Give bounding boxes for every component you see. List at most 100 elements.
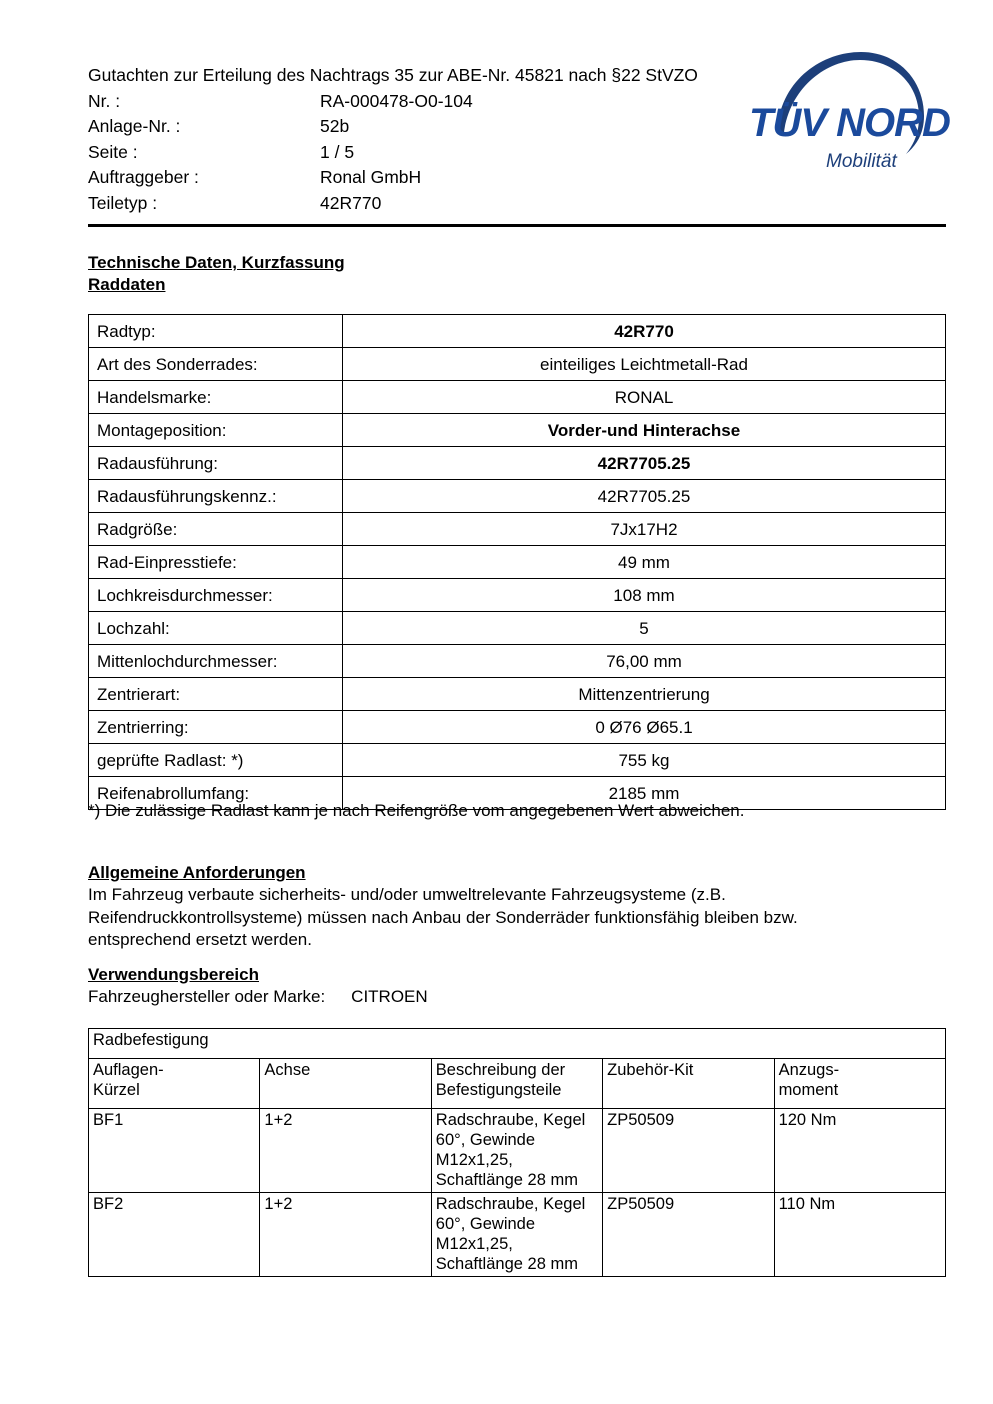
header-divider xyxy=(88,224,946,227)
col-header-beschreibung: Beschreibung der Befestigungsteile xyxy=(430,1058,604,1109)
logo-wordmark: TÜV NORD xyxy=(749,100,950,145)
table-row: Reifenabrollumfang: 2185 mm xyxy=(88,776,946,810)
row-value: 7Jx17H2 xyxy=(342,512,946,546)
row-key: Radausführung: xyxy=(88,446,343,480)
allgemeine-anforderungen-body: Im Fahrzeug verbaute sicherheits- und/od… xyxy=(88,884,950,952)
tuv-nord-logo: TÜV NORD Mobilität xyxy=(744,44,954,179)
cell-beschreibung-line2: Schaftlänge 28 mm xyxy=(435,1255,578,1273)
tuv-nord-logo-icon: TÜV NORD Mobilität xyxy=(749,52,951,172)
header-label-nr: Nr. : xyxy=(88,90,121,111)
table-row: Lochkreisdurchmesser: 108 mm xyxy=(88,578,946,612)
row-key: Handelsmarke: xyxy=(88,380,343,414)
row-key: Radtyp: xyxy=(88,314,343,348)
allgemeine-line-2: Reifendruckkontrollsysteme) müssen nach … xyxy=(88,907,798,927)
col-header-zubehoer-kit: Zubehör-Kit xyxy=(602,1058,775,1109)
row-value: 42R770 xyxy=(342,314,946,348)
row-key: Zentrierart: xyxy=(88,677,343,711)
manufacturer-value: CITROEN xyxy=(351,987,428,1006)
table-row: Handelsmarke: RONAL xyxy=(88,380,946,414)
row-key: Rad-Einpresstiefe: xyxy=(88,545,343,579)
col-header-auflagen-kuerzel-line1: Auflagen- xyxy=(93,1061,164,1079)
fastening-group-title: Radbefestigung xyxy=(88,1028,946,1059)
header-label-auftraggeber: Auftraggeber : xyxy=(88,167,199,187)
logo-arc-icon xyxy=(777,52,924,154)
table-row: Radgröße: 7Jx17H2 xyxy=(88,512,946,546)
header-value-nr: RA-000478-O0-104 xyxy=(320,90,473,111)
col-header-anzugsmoment: Anzugs- moment xyxy=(773,1058,947,1109)
heading-allgemeine-anforderungen: Allgemeine Anforderungen xyxy=(88,863,306,882)
cell-anzugsmoment: 120 Nm xyxy=(773,1108,947,1193)
wheel-fastening-table: Radbefestigung Auflagen- Kürzel Achse Be… xyxy=(87,1028,947,1277)
table-row: Rad-Einpresstiefe: 49 mm xyxy=(88,545,946,579)
row-key: Lochzahl: xyxy=(88,611,343,645)
cell-achse: 1+2 xyxy=(259,1108,432,1193)
header-value-seite: 1 / 5 xyxy=(320,141,355,162)
header-label-seite: Seite : xyxy=(88,141,138,162)
table-row: Radausführungskennz.: 42R7705.25 xyxy=(88,479,946,513)
header-title: Gutachten zur Erteilung des Nachtrags 35… xyxy=(88,65,698,85)
table-row: BF1 1+2 Radschraube, Kegel 60°, Gewinde … xyxy=(87,1108,947,1193)
row-value: einteiliges Leichtmetall-Rad xyxy=(342,347,946,381)
allgemeine-line-1: Im Fahrzeug verbaute sicherheits- und/od… xyxy=(88,885,726,904)
heading-verwendungsbereich: Verwendungsbereich xyxy=(88,965,259,984)
table-row: Zentrierart: Mittenzentrierung xyxy=(88,677,946,711)
cell-zubehoer-kit: ZP50509 xyxy=(602,1192,775,1277)
header-label-teiletyp: Teiletyp : xyxy=(88,192,158,213)
row-key: Radausführungskennz.: xyxy=(88,479,343,513)
col-header-anzugsmoment-line1: Anzugs- xyxy=(778,1061,840,1079)
cell-anzugsmoment: 110 Nm xyxy=(773,1192,947,1277)
allgemeine-line-3: entsprechend ersetzt werden. xyxy=(88,930,312,949)
col-header-auflagen-kuerzel: Auflagen- Kürzel xyxy=(87,1058,261,1109)
cell-beschreibung-line1: Radschraube, Kegel 60°, Gewinde M12x1,25… xyxy=(435,1195,586,1253)
row-value: 76,00 mm xyxy=(342,644,946,678)
row-key: Reifenabrollumfang: xyxy=(88,776,343,810)
row-value: Vorder-und Hinterachse xyxy=(342,413,946,447)
row-value: 42R7705.25 xyxy=(342,479,946,513)
fastening-header-row: Auflagen- Kürzel Achse Beschreibung der … xyxy=(87,1058,947,1109)
cell-auflagen-kuerzel: BF1 xyxy=(87,1108,261,1193)
heading-raddaten: Raddaten xyxy=(88,275,166,294)
wheel-data-table: Radtyp: 42R770 Art des Sonderrades: eint… xyxy=(88,314,946,810)
cell-beschreibung-line2: Schaftlänge 28 mm xyxy=(435,1171,578,1189)
row-value: 0 Ø76 Ø65.1 xyxy=(342,710,946,744)
table-row: BF2 1+2 Radschraube, Kegel 60°, Gewinde … xyxy=(87,1192,947,1277)
table-row: Zentrierring: 0 Ø76 Ø65.1 xyxy=(88,710,946,744)
header-field-teiletyp: Teiletyp : 42R770 xyxy=(88,191,768,217)
header-value-anlage-nr: 52b xyxy=(320,116,350,136)
cell-auflagen-kuerzel: BF2 xyxy=(87,1192,261,1277)
row-key: Montageposition: xyxy=(88,413,343,447)
fastening-group-title-row: Radbefestigung xyxy=(88,1028,946,1059)
col-header-anzugsmoment-line2: moment xyxy=(778,1081,839,1099)
cell-beschreibung: Radschraube, Kegel 60°, Gewinde M12x1,25… xyxy=(430,1192,604,1277)
col-header-auflagen-kuerzel-line2: Kürzel xyxy=(93,1081,140,1099)
header-value-auftraggeber: Ronal GmbH xyxy=(320,167,422,187)
heading-technische-daten: Technische Daten, Kurzfassung xyxy=(88,253,345,272)
row-value: 42R7705.25 xyxy=(342,446,946,480)
row-value: 5 xyxy=(342,611,946,645)
table-row: Radtyp: 42R770 xyxy=(88,314,946,348)
header-field-auftraggeber: Auftraggeber : Ronal GmbH xyxy=(88,165,768,191)
row-key: geprüfte Radlast: *) xyxy=(88,743,343,777)
row-key: Zentrierring: xyxy=(88,710,343,744)
row-key: Radgröße: xyxy=(88,512,343,546)
row-key: Lochkreisdurchmesser: xyxy=(88,578,343,612)
col-header-achse: Achse xyxy=(259,1058,432,1109)
table-row: Mittenlochdurchmesser: 76,00 mm xyxy=(88,644,946,678)
row-value: 2185 mm xyxy=(342,776,946,810)
header-field-nr: Nr. : RA-000478-O0-104 xyxy=(88,89,768,115)
table-row: Lochzahl: 5 xyxy=(88,611,946,645)
logo-tagline: Mobilität xyxy=(826,151,897,172)
document-header: Gutachten zur Erteilung des Nachtrags 35… xyxy=(88,63,768,216)
manufacturer-label: Fahrzeughersteller oder Marke: xyxy=(88,987,326,1006)
table-row: geprüfte Radlast: *) 755 kg xyxy=(88,743,946,777)
row-key: Art des Sonderrades: xyxy=(88,347,343,381)
cell-beschreibung-line1: Radschraube, Kegel 60°, Gewinde M12x1,25… xyxy=(435,1111,586,1169)
row-value: Mittenzentrierung xyxy=(342,677,946,711)
cell-zubehoer-kit: ZP50509 xyxy=(602,1108,775,1193)
row-value: RONAL xyxy=(342,380,946,414)
cell-achse: 1+2 xyxy=(259,1192,432,1277)
table-row: Radausführung: 42R7705.25 xyxy=(88,446,946,480)
header-label-anlage-nr: Anlage-Nr. : xyxy=(88,116,181,136)
header-field-seite: Seite : 1 / 5 xyxy=(88,140,768,166)
